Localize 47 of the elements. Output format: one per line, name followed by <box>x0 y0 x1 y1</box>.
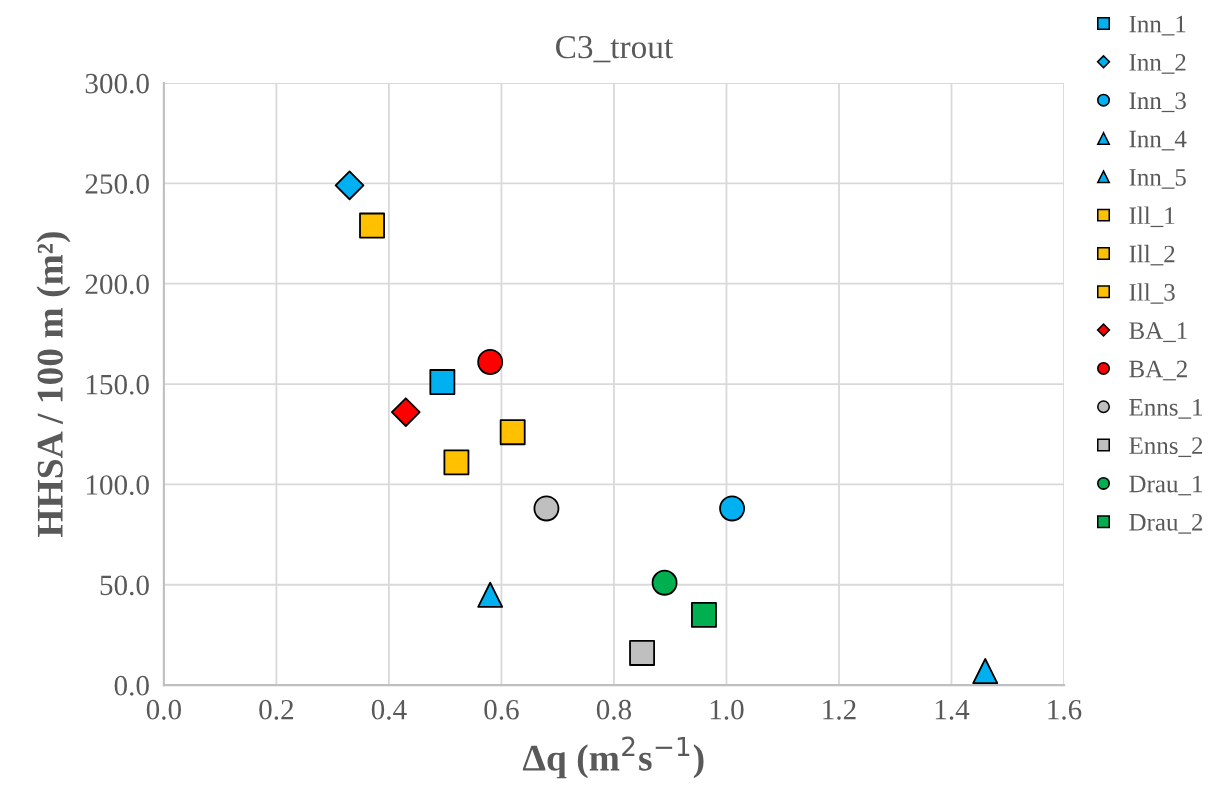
point <box>477 349 504 375</box>
legend-label: Inn_5 <box>1129 169 1186 189</box>
point <box>390 397 421 427</box>
x-axis-title: Δq (m$^{2}$s$^{−1}$) <box>522 736 704 779</box>
legend-label: BA_1 <box>1129 322 1187 343</box>
point <box>429 369 456 395</box>
point <box>499 419 526 446</box>
y-tick-label: 100.0 <box>86 475 149 495</box>
x-tick-label: 0.8 <box>596 699 632 720</box>
y-tick-label: 200.0 <box>85 274 149 295</box>
point <box>477 581 504 608</box>
legend-label: Inn_3 <box>1129 92 1186 113</box>
legend-label: Ill_2 <box>1129 244 1175 266</box>
legend-label: Inn_2 <box>1129 54 1186 74</box>
y-tick-label: 50.0 <box>100 575 149 596</box>
x-tick-label: 0.2 <box>259 699 294 720</box>
point <box>651 569 678 596</box>
x-tick-label: 1.4 <box>935 699 970 720</box>
legend-label: Ill_3 <box>1129 283 1175 304</box>
x-tick-label: 0.0 <box>146 699 181 720</box>
x-tick-label: 1.2 <box>823 699 856 720</box>
legend-label: Enns_1 <box>1129 398 1203 419</box>
legend-label: Drau_1 <box>1129 475 1202 496</box>
point <box>691 601 717 628</box>
point <box>443 449 470 476</box>
y-tick-label: 150.0 <box>86 374 149 395</box>
point <box>533 495 560 522</box>
y-axis-title: HHSA / 100 m (m²) <box>36 232 71 537</box>
y-tick-label: 300.0 <box>85 73 149 94</box>
point <box>334 170 365 201</box>
x-tick-label: 1.6 <box>1048 699 1082 720</box>
legend-label: Inn_1 <box>1129 15 1186 36</box>
x-tick-label: 0.4 <box>371 699 407 720</box>
legend-label: Enns_2 <box>1129 437 1203 458</box>
y-tick-label: 250.0 <box>85 174 149 194</box>
point <box>972 658 999 684</box>
y-tick-label: 0.0 <box>114 675 149 696</box>
x-tick-label: 0.6 <box>484 699 519 720</box>
chart-title: C3_trout <box>556 35 674 63</box>
point <box>719 495 746 522</box>
legend-label: Ill_1 <box>1129 206 1175 228</box>
x-tick-label: 1.0 <box>710 699 744 720</box>
legend-label: Drau_2 <box>1129 513 1203 534</box>
point <box>629 640 656 666</box>
point <box>359 212 385 239</box>
legend-label: Inn_4 <box>1129 130 1187 151</box>
legend-label: BA_2 <box>1129 360 1187 381</box>
